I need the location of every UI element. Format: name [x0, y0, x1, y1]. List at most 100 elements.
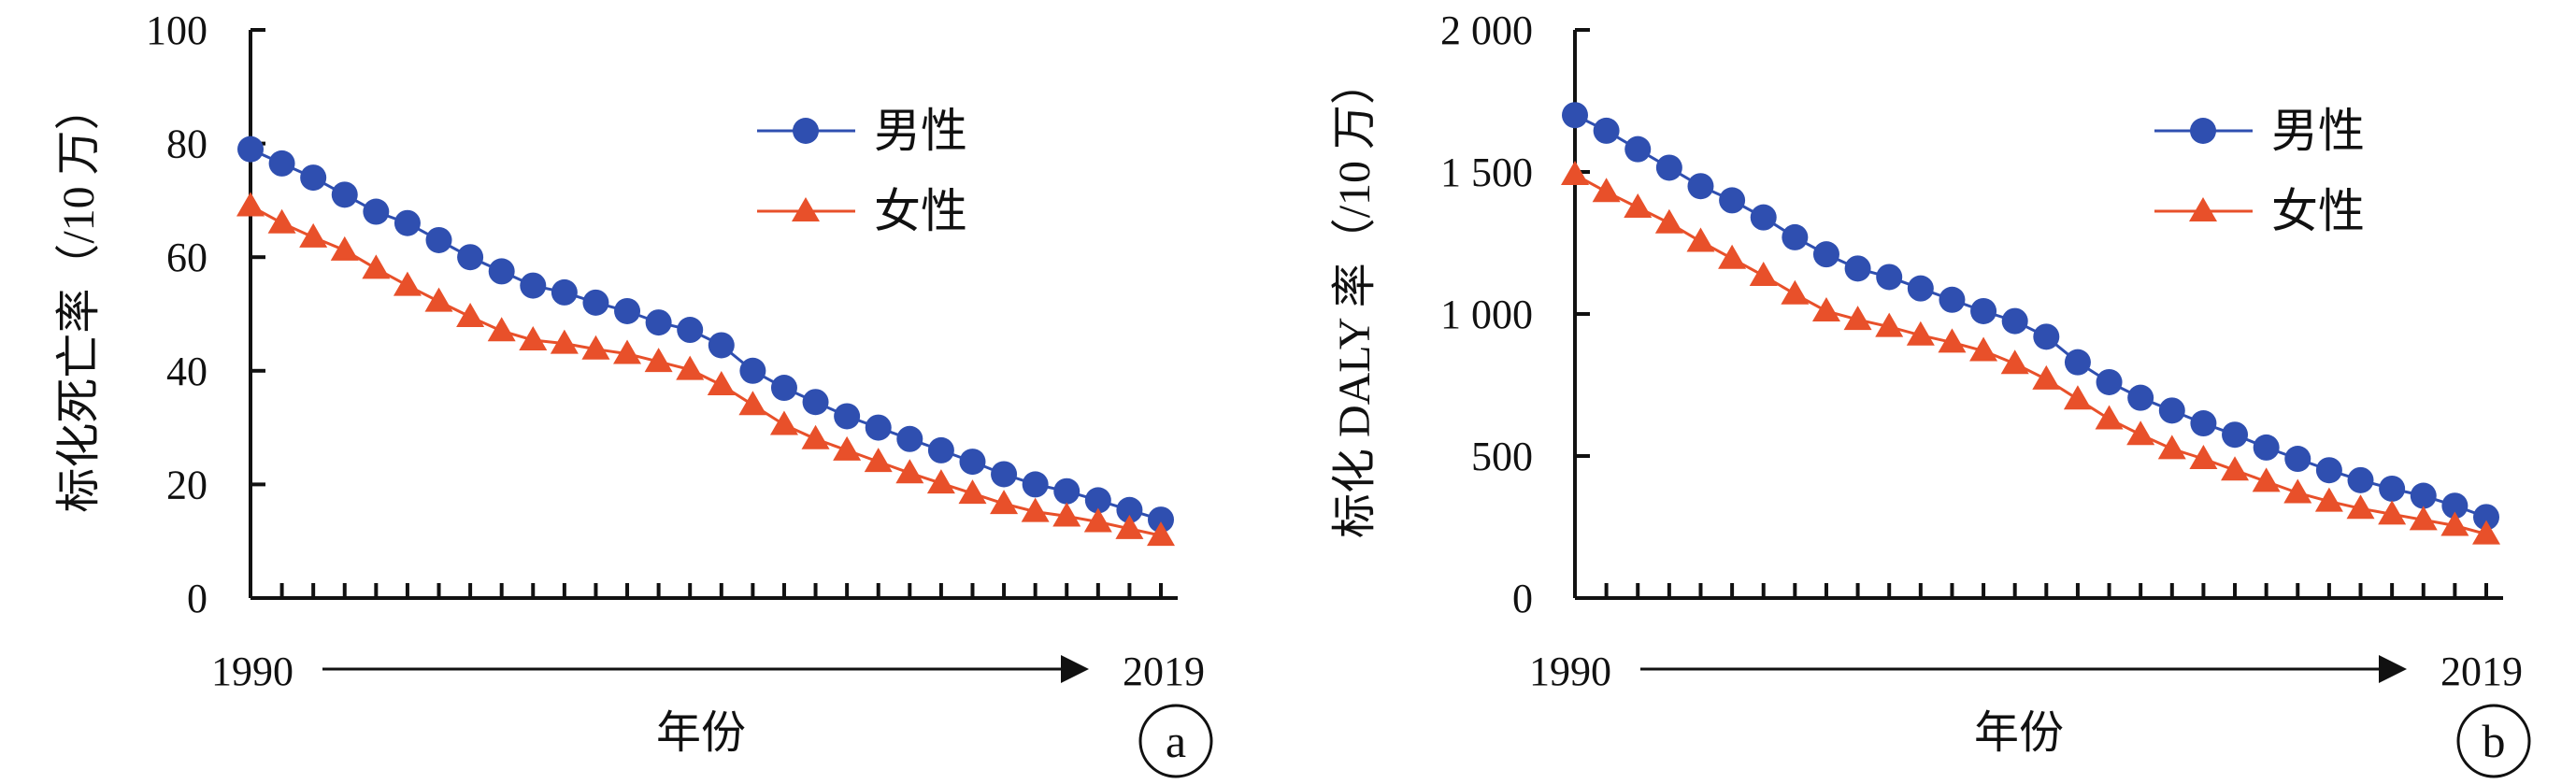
data-point-female	[2157, 435, 2186, 460]
data-point-female	[2409, 506, 2438, 531]
data-point-male	[1782, 223, 1809, 250]
legend-marker-female	[792, 197, 820, 221]
data-point-female	[926, 469, 955, 494]
data-point-female	[990, 490, 1019, 515]
panel-a: 标化死亡率（/10 万） 0 20 40 60 80 100 男性 女性 1990 201…	[54, 7, 1213, 778]
series-marks	[1561, 102, 2500, 545]
data-point-female	[769, 410, 798, 435]
data-point-male	[739, 357, 766, 384]
y-tick-label: 500	[1471, 434, 1533, 479]
data-point-female	[2378, 500, 2407, 525]
x-axis-label: 年份	[1974, 708, 2064, 758]
panel-b: 标化 DALY 率（/10 万） 0 500 1 000 1 500 2 000 男性 …	[1330, 7, 2531, 778]
data-point-male	[677, 317, 704, 344]
data-point-male	[425, 226, 452, 253]
data-point-male	[2253, 434, 2280, 461]
data-point-female	[2095, 405, 2124, 430]
data-point-female	[2063, 385, 2092, 410]
data-point-female	[1083, 507, 1112, 533]
data-point-female	[267, 208, 296, 234]
data-point-female	[1561, 161, 1589, 186]
data-point-female	[895, 459, 924, 484]
legend-label-female: 女性	[874, 185, 967, 237]
y-tick-label: 1 000	[1440, 292, 1533, 337]
data-point-male	[331, 181, 358, 208]
data-point-male	[1624, 135, 1652, 163]
legend-label-male: 男性	[874, 105, 967, 157]
data-point-male	[300, 164, 327, 192]
data-point-male	[1022, 471, 1049, 498]
data-point-male	[2347, 466, 2374, 493]
data-point-female	[487, 317, 516, 342]
data-point-male	[991, 461, 1018, 488]
data-point-male	[2064, 349, 2091, 376]
data-point-male	[363, 198, 390, 225]
data-point-female	[424, 287, 453, 312]
legend-label-male: 男性	[2271, 105, 2365, 157]
y-tick-label: 80	[166, 121, 208, 167]
data-point-female	[1021, 497, 1050, 522]
data-point-male	[927, 436, 954, 463]
data-point-female	[2346, 494, 2375, 520]
data-point-female	[833, 435, 862, 461]
data-point-male	[1687, 173, 1714, 200]
data-point-female	[2283, 478, 2312, 504]
data-point-female	[1718, 244, 1747, 269]
data-point-female	[707, 371, 736, 395]
data-point-male	[2473, 504, 2499, 531]
legend: 男性 女性	[2154, 105, 2365, 237]
data-point-female	[2440, 511, 2469, 536]
series-line-male	[1574, 113, 2487, 519]
data-point-male	[488, 258, 515, 285]
data-point-male	[614, 297, 641, 324]
data-point-male	[1970, 297, 1997, 324]
data-point-female	[613, 339, 642, 364]
data-point-male	[2441, 492, 2469, 520]
data-point-male	[2158, 397, 2185, 424]
data-point-female	[1811, 296, 1840, 321]
series-marks	[236, 135, 1175, 547]
data-point-male	[645, 309, 672, 336]
data-point-female	[864, 448, 893, 473]
data-point-male	[2096, 368, 2123, 395]
data-point-male	[834, 403, 861, 430]
legend: 男性 女性	[757, 105, 967, 237]
y-tick-label: 40	[166, 349, 208, 394]
y-axis-label: 标化 DALY 率（/10 万）	[1330, 60, 1380, 538]
data-point-female	[1686, 227, 1715, 252]
data-point-female	[1115, 514, 1144, 539]
data-point-female	[393, 271, 422, 296]
data-point-male	[2127, 384, 2154, 411]
data-point-female	[1052, 502, 1081, 527]
panel-label: b	[2483, 715, 2506, 767]
data-point-male	[959, 449, 986, 476]
data-point-female	[2314, 487, 2343, 512]
y-axis-label: 标化死亡率（/10 万）	[54, 85, 104, 512]
x-start-label: 1990	[211, 649, 293, 694]
y-tick-label: 2 000	[1440, 7, 1533, 53]
panel-label-circle	[1138, 704, 1213, 778]
data-point-male	[1084, 487, 1111, 514]
data-point-male	[268, 150, 295, 177]
data-point-male	[1907, 275, 1934, 302]
data-point-female	[362, 254, 391, 279]
data-point-female	[1624, 193, 1653, 218]
data-point-male	[896, 425, 923, 452]
x-end-label: 2019	[2440, 649, 2523, 694]
data-point-male	[2001, 307, 2028, 335]
data-point-female	[958, 479, 987, 505]
data-point-female	[1781, 279, 1810, 305]
data-point-female	[550, 329, 579, 354]
y-tick-label: 100	[146, 7, 208, 53]
panel-label-circle	[2456, 704, 2531, 778]
data-point-male	[1593, 117, 1620, 144]
data-point-male	[2033, 323, 2060, 350]
data-point-female	[2221, 456, 2250, 481]
x-axis-label: 年份	[656, 708, 746, 758]
data-point-female	[330, 235, 359, 261]
data-point-female	[1875, 312, 1904, 337]
data-point-male	[582, 289, 609, 316]
data-point-female	[519, 325, 548, 350]
data-point-female	[581, 335, 610, 360]
data-point-male	[770, 375, 797, 402]
